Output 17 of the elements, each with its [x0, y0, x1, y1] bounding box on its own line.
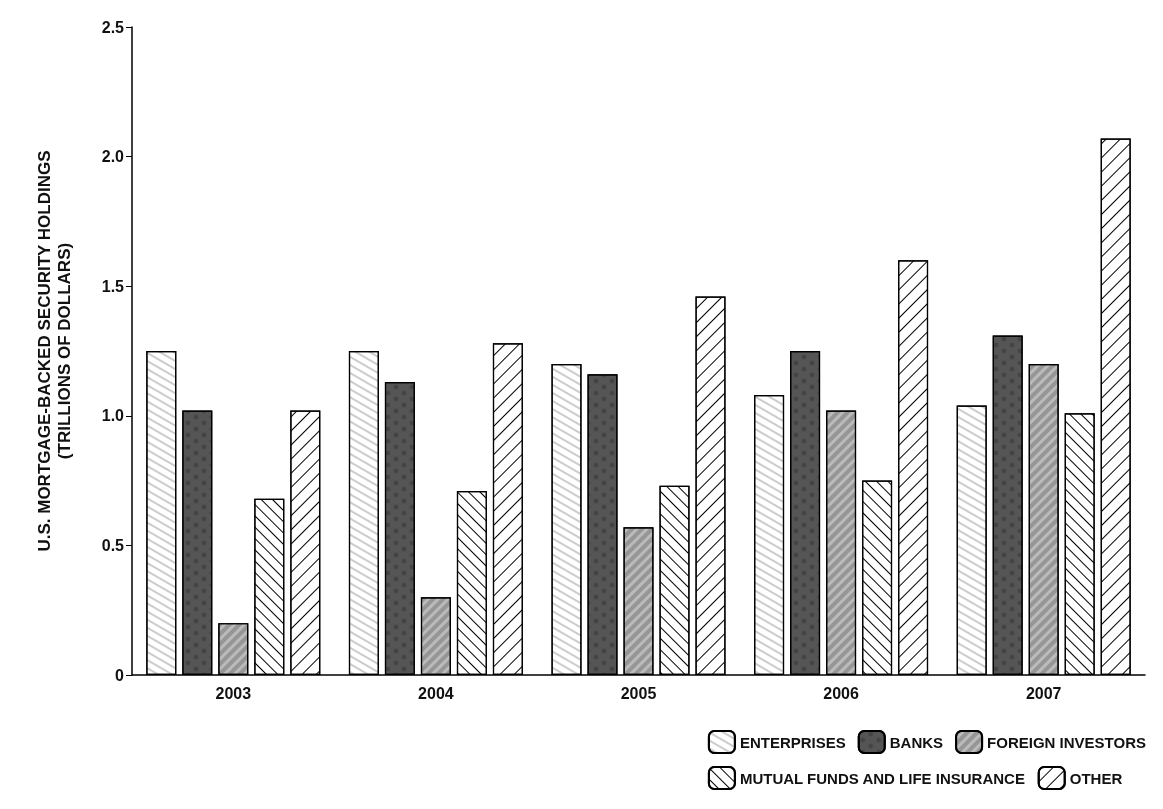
- x-tick-label: 2007: [1025, 684, 1062, 702]
- legend-label: OTHER: [1069, 769, 1123, 787]
- y-tick-label: 0.5: [101, 536, 125, 554]
- y-tick-label: 2.5: [101, 18, 125, 36]
- x-tick-label: 2004: [418, 684, 454, 702]
- x-tick-label: 2006: [823, 684, 859, 702]
- legend-label: ENTERPRISES: [739, 733, 846, 751]
- y-tick-label: 1.0: [101, 407, 125, 425]
- y-axis-title: U.S. MORTGAGE-BACKED SECURITY HOLDINGS (TRILLIONS OF DOLLARS): [34, 150, 74, 552]
- legend-label: BANKS: [889, 733, 944, 751]
- x-tick-label: 2003: [215, 684, 252, 702]
- x-tick-label: 2005: [620, 684, 657, 702]
- legend-label: FOREIGN INVESTORS: [987, 733, 1147, 751]
- y-tick-label: 1.5: [101, 277, 125, 295]
- y-tick-label: 2.0: [101, 148, 125, 166]
- y-tick-label: 0: [115, 666, 125, 684]
- legend-label: MUTUAL FUNDS AND LIFE INSURANCE: [739, 769, 1025, 787]
